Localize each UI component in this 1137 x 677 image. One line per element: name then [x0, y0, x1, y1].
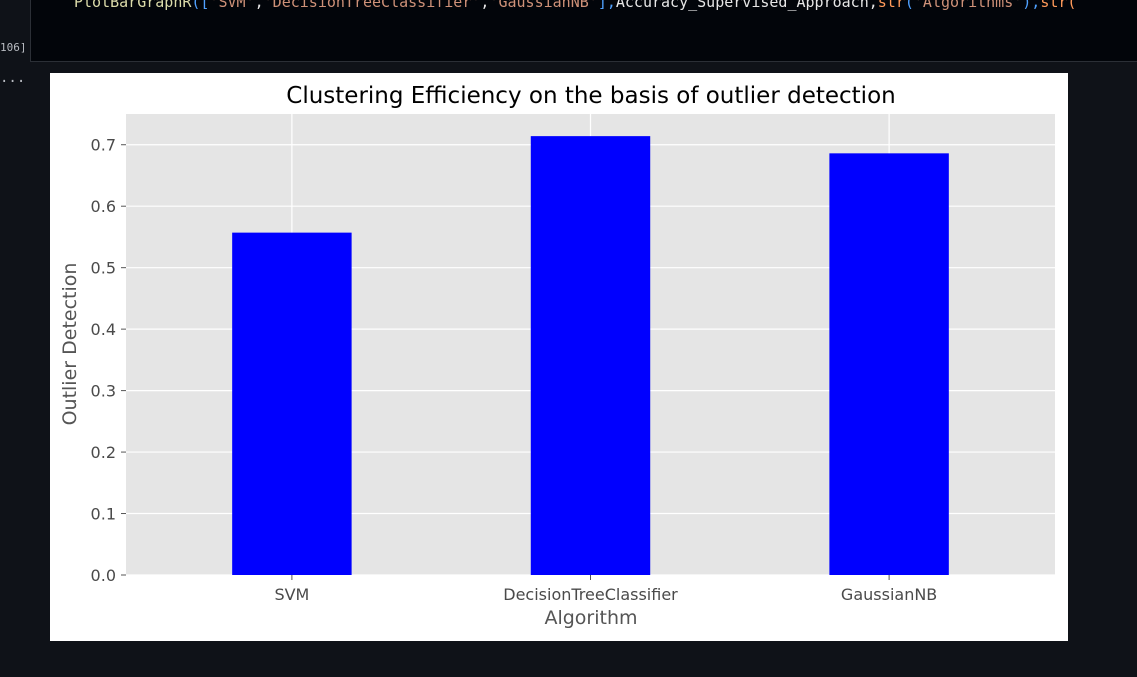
bar-chart: Clustering Efficiency on the basis of ou… [59, 83, 1055, 629]
code-token: ), [1022, 0, 1041, 11]
y-axis-label: Outlier Detection [59, 263, 81, 426]
code-token: Accuracy_Supervised_Approach, [615, 0, 878, 11]
bar-gaussiannb [829, 153, 949, 575]
y-tick-label: 0.0 [91, 566, 116, 585]
y-tick-label: 0.6 [91, 197, 116, 216]
code-token: 'SVM' [209, 0, 255, 11]
bar-decisiontreeclassifier [530, 136, 651, 575]
code-token: , [254, 0, 264, 11]
y-tick-label: 0.7 [91, 136, 116, 155]
y-tick-label: 0.5 [91, 259, 116, 278]
code-token: PlotBarGraphR [74, 0, 192, 11]
chart-figure: Clustering Efficiency on the basis of ou… [50, 73, 1068, 641]
x-axis-label: Algorithm [544, 607, 637, 629]
y-tick-label: 0.3 [91, 382, 116, 401]
y-axis-ticks: 0.0 0.1 0.2 0.3 0.4 0.5 0.6 0.7 [91, 136, 126, 585]
bar-svm [232, 232, 352, 575]
execution-count: 106] [0, 41, 27, 54]
code-token: , [480, 0, 490, 11]
code-token: str( [1040, 0, 1077, 11]
code-token: 'GaussianNB' [489, 0, 598, 11]
output-collapse-ellipsis[interactable]: ... [0, 70, 26, 86]
code-cell[interactable]: PlotBarGraphR(['SVM','DecisionTreeClassi… [30, 0, 1137, 62]
code-token: str [877, 0, 905, 11]
code-token: 'DecisionTreeClassifier' [263, 0, 481, 11]
code-line: PlotBarGraphR(['SVM','DecisionTreeClassi… [74, 0, 1076, 11]
code-token: ], [597, 0, 616, 11]
y-tick-label: 0.1 [91, 505, 116, 524]
x-tick-label: DecisionTreeClassifier [503, 585, 678, 604]
x-tick-label: SVM [274, 585, 309, 604]
y-tick-label: 0.2 [91, 443, 116, 462]
x-tick-label: GaussianNB [841, 585, 937, 604]
code-token: ( [904, 0, 914, 11]
y-tick-label: 0.4 [91, 320, 116, 339]
chart-title: Clustering Efficiency on the basis of ou… [286, 83, 895, 109]
x-axis-ticks: SVM DecisionTreeClassifier GaussianNB [274, 575, 937, 604]
code-token: ([ [191, 0, 210, 11]
bars [232, 136, 949, 575]
code-token: 'Algorithms' [913, 0, 1023, 11]
